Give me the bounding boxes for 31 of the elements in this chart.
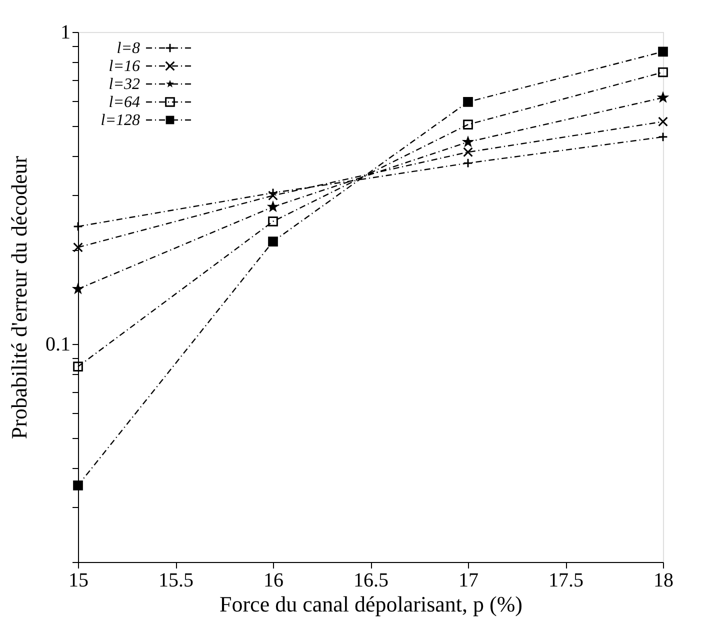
y-tick-label: 1 xyxy=(60,22,70,44)
x-axis-title: Force du canal dépolarisant, p (%) xyxy=(220,592,522,616)
legend-label: l=16 xyxy=(108,58,140,75)
point xyxy=(463,147,473,158)
point xyxy=(268,216,278,226)
point xyxy=(463,96,473,107)
point xyxy=(658,116,668,127)
x-tick-label: 15.5 xyxy=(158,570,194,592)
x-tick-label: 17.5 xyxy=(548,570,584,592)
point xyxy=(463,137,473,146)
y-tick-label: 0.1 xyxy=(46,333,70,356)
point xyxy=(658,46,668,57)
point xyxy=(658,92,668,102)
legend-label: l=64 xyxy=(108,94,140,111)
y-axis-title: Probabilité d'erreur du décodeur xyxy=(6,155,32,440)
point xyxy=(463,120,473,130)
point xyxy=(73,284,83,294)
legend-label: l=32 xyxy=(108,76,140,93)
point xyxy=(73,480,83,490)
point xyxy=(658,67,668,78)
x-tick-label: 17 xyxy=(458,570,478,592)
point xyxy=(268,202,278,212)
legend-label: l=8 xyxy=(116,40,140,57)
x-tick-label: 18 xyxy=(654,570,674,592)
x-tick-label: 16.5 xyxy=(354,570,388,592)
x-tick-label: 15 xyxy=(68,570,88,592)
point xyxy=(268,236,278,246)
legend-label: l=128 xyxy=(100,112,140,129)
point xyxy=(73,362,83,372)
x-tick-label: 16 xyxy=(264,570,284,592)
point xyxy=(73,242,83,252)
